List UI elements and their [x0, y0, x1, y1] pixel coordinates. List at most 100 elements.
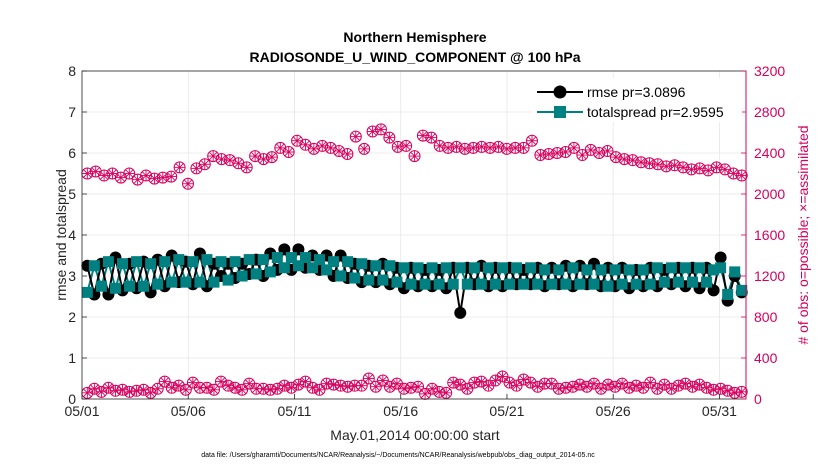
obs-point-star: [287, 383, 296, 392]
obs-point-star: [284, 147, 293, 157]
obs-point-star: [561, 383, 571, 392]
obs-point: [672, 379, 685, 392]
legend-spread-label: totalspread pr=2.9595: [587, 104, 724, 120]
totalspread-point: [342, 256, 354, 268]
obs-point-star: [469, 143, 478, 153]
x-tick-label: 05/06: [171, 403, 206, 419]
obs-point-star: [730, 388, 739, 398]
obs-point-star: [91, 167, 100, 176]
obs-point-star: [378, 376, 388, 385]
totalspread-point: [328, 256, 340, 268]
legend-rmse-marker: [553, 85, 567, 99]
obs-point: [616, 377, 629, 390]
obs-point: [400, 139, 413, 152]
obs-point-star: [569, 143, 579, 153]
totalspread-point: [306, 262, 318, 274]
obs-point: [618, 153, 631, 166]
obs-point-star: [716, 384, 725, 393]
totalspread-point: [173, 254, 185, 266]
obs-point: [542, 148, 555, 161]
legend-rmse-label: rmse pr=3.0896: [587, 84, 686, 100]
obs-point-star: [276, 143, 285, 153]
y-tick-label: 6: [68, 145, 76, 161]
obs-point-star: [343, 149, 352, 159]
totalspread-point: [285, 252, 297, 264]
totalspread-point: [511, 262, 523, 274]
totalspread-point: [116, 258, 128, 270]
obs-point: [215, 153, 228, 166]
obs-point-star: [653, 384, 662, 393]
totalspread-point: [468, 262, 480, 274]
obs-point: [721, 384, 734, 397]
y2-tick-label: 400: [754, 350, 778, 366]
totalspread-point: [109, 282, 121, 294]
obs-point: [626, 154, 639, 167]
obs-point: [593, 147, 606, 159]
obs-point-star: [141, 171, 151, 180]
obs-point-star: [688, 382, 697, 391]
obs-point-star: [452, 142, 461, 152]
obs-point: [173, 161, 186, 174]
obs-point: [81, 167, 94, 180]
y2-tick-label: 2000: [754, 186, 785, 202]
totalspread-point: [658, 276, 670, 288]
totalspread-point: [321, 264, 333, 276]
obs-point-star: [695, 164, 705, 173]
obs-point: [524, 376, 537, 389]
obs-point-star: [150, 174, 159, 183]
obs-point: [710, 161, 723, 174]
obs-point: [525, 134, 538, 147]
totalspread-point: [637, 264, 649, 276]
obs-point: [587, 377, 600, 390]
obs-point: [442, 141, 455, 154]
obs-point-star: [217, 154, 226, 164]
obs-point: [551, 147, 564, 159]
obs-point-star: [737, 387, 746, 397]
totalspread-point: [187, 256, 199, 268]
obs-point: [362, 372, 375, 385]
totalspread-point: [665, 262, 677, 274]
obs-point: [95, 385, 108, 398]
obs-point-star: [326, 143, 335, 153]
obs-point-star: [292, 136, 302, 145]
obs-point-star: [667, 384, 676, 393]
x-axis-label: May.01,2014 00:00:00 start: [330, 427, 500, 443]
totalspread-point: [292, 260, 304, 272]
obs-point-star: [662, 162, 671, 171]
y-tick-label: 8: [68, 63, 76, 79]
obs-point-star: [596, 384, 606, 393]
obs-point-star: [660, 380, 669, 389]
obs-point-star: [280, 381, 289, 390]
totalspread-point: [518, 278, 530, 290]
obs-point-star: [485, 143, 495, 153]
obs-point: [482, 379, 495, 392]
obs-point-star: [702, 383, 711, 392]
obs-point-star: [174, 381, 183, 390]
totalspread-point: [447, 278, 459, 290]
totalspread-point: [201, 254, 213, 266]
totalspread-point: [539, 264, 551, 276]
obs-point-star: [687, 165, 696, 174]
obs-point-star: [460, 144, 470, 154]
obs-point: [651, 158, 664, 171]
obs-point: [440, 386, 453, 399]
obs-point-star: [83, 388, 92, 398]
obs-point-star: [589, 379, 599, 388]
obs-point: [500, 142, 513, 155]
obs-point-star: [477, 377, 486, 386]
obs-point: [374, 123, 387, 136]
obs-point-star: [554, 384, 563, 393]
totalspread-point: [138, 280, 150, 292]
obs-point-star: [610, 382, 620, 391]
obs-point: [376, 374, 389, 387]
obs-point: [358, 142, 371, 155]
totalspread-point: [623, 264, 635, 276]
obs-point: [510, 379, 523, 392]
totalspread-point: [560, 278, 572, 290]
obs-point-star: [393, 142, 402, 152]
obs-point-star: [413, 382, 423, 391]
obs-point: [240, 161, 253, 174]
y-axis-label: rmse and totalspread: [53, 169, 69, 301]
obs-point: [677, 161, 690, 174]
obs-point-star: [301, 140, 310, 150]
